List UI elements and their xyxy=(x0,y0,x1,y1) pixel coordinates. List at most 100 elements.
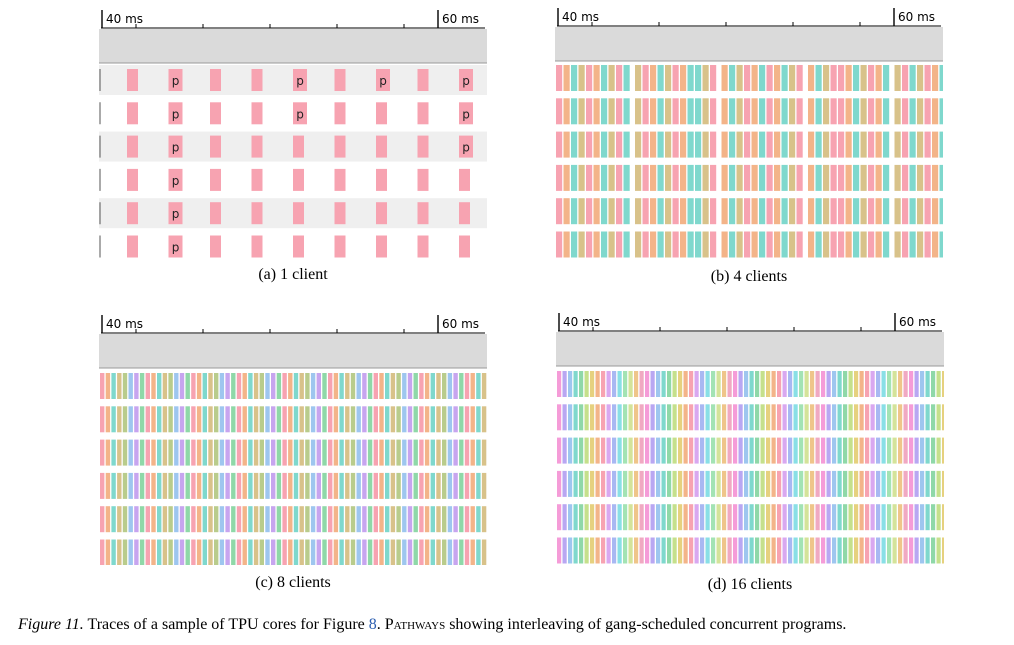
compute-step xyxy=(749,470,754,497)
compute-step xyxy=(920,537,925,564)
compute-step xyxy=(248,506,253,533)
compute-step xyxy=(766,198,773,225)
compute-step xyxy=(759,231,766,258)
compute-step xyxy=(936,437,941,464)
compute-step xyxy=(665,164,672,191)
compute-step xyxy=(253,373,259,399)
compute-step xyxy=(282,406,287,433)
compute-step xyxy=(111,506,116,533)
compute-step xyxy=(678,537,683,564)
compute-step xyxy=(157,406,162,433)
compute-step xyxy=(174,439,179,466)
figure-reference-link[interactable]: 8 xyxy=(368,616,377,633)
compute-step xyxy=(821,404,826,431)
compute-step xyxy=(796,198,803,225)
compute-step xyxy=(925,371,930,397)
compute-step xyxy=(305,439,310,466)
compute-step xyxy=(667,371,672,397)
compute-step xyxy=(242,373,247,399)
compute-step xyxy=(162,439,168,466)
compute-step xyxy=(788,537,793,564)
compute-step xyxy=(672,470,677,497)
core-rows xyxy=(556,65,943,258)
compute-step xyxy=(595,504,600,531)
compute-step xyxy=(766,98,773,125)
compute-step xyxy=(830,65,837,91)
compute-step xyxy=(932,231,939,258)
compute-step xyxy=(657,65,664,91)
compute-step xyxy=(396,472,401,499)
caption-b: (b) 4 clients xyxy=(710,268,788,285)
compute-step xyxy=(848,537,853,564)
compute-step xyxy=(350,539,356,565)
compute-step xyxy=(459,506,464,533)
compute-step xyxy=(683,371,688,397)
compute-step xyxy=(299,506,304,533)
compute-step xyxy=(727,537,732,564)
compute-step xyxy=(924,164,931,191)
compute-step xyxy=(584,404,589,431)
compute-step xyxy=(843,371,848,397)
compute-step xyxy=(782,504,787,531)
compute-step xyxy=(777,504,782,531)
compute-step xyxy=(939,65,943,91)
compute-step xyxy=(936,537,941,564)
compute-step xyxy=(936,371,941,397)
compute-step xyxy=(883,65,890,91)
compute-step xyxy=(657,231,664,258)
compute-step xyxy=(367,472,373,499)
compute-step xyxy=(914,470,919,497)
compute-step xyxy=(601,164,608,191)
compute-step xyxy=(736,98,743,125)
compute-step xyxy=(139,373,145,399)
compute-step xyxy=(661,470,666,497)
compute-step xyxy=(804,437,809,464)
compute-step xyxy=(601,65,608,91)
compute-step xyxy=(667,437,672,464)
compute-step xyxy=(810,371,815,397)
compute-step xyxy=(623,164,630,191)
compute-step xyxy=(293,539,299,565)
axis-start-label: 40 ms xyxy=(106,317,143,331)
compute-step xyxy=(219,539,225,565)
compute-step xyxy=(700,371,705,397)
compute-step xyxy=(917,65,924,91)
compute-step xyxy=(771,437,776,464)
compute-step xyxy=(881,371,886,397)
compute-step xyxy=(196,373,202,399)
compute-step xyxy=(860,131,867,158)
compute-step xyxy=(367,506,373,533)
compute-step xyxy=(179,506,185,533)
compute-step xyxy=(350,406,356,433)
compute-step xyxy=(236,439,242,466)
compute-step xyxy=(157,472,162,499)
compute-step xyxy=(562,470,567,497)
compute-step xyxy=(853,98,860,125)
compute-step xyxy=(612,504,617,531)
compute-step xyxy=(293,135,304,158)
compute-step xyxy=(942,404,944,431)
compute-step xyxy=(251,102,263,125)
compute-step xyxy=(316,506,321,533)
compute-step xyxy=(766,371,771,397)
compute-step xyxy=(672,65,679,91)
compute-step xyxy=(225,373,230,399)
compute-step xyxy=(333,406,339,433)
compute-step xyxy=(470,472,475,499)
compute-step xyxy=(700,404,705,431)
compute-step xyxy=(823,98,830,125)
compute-step xyxy=(557,437,562,464)
compute-step xyxy=(744,404,749,431)
compute-step xyxy=(793,504,798,531)
figure-caption-text-3: showing interleaving of gang-scheduled c… xyxy=(445,616,847,633)
compute-step xyxy=(373,539,378,565)
compute-step xyxy=(322,439,327,466)
panel-d: 40 ms 60 ms xyxy=(556,311,944,565)
compute-step xyxy=(826,404,831,431)
compute-step xyxy=(470,439,475,466)
compute-step xyxy=(157,506,162,533)
step-label: p xyxy=(172,174,180,188)
compute-step xyxy=(612,437,617,464)
compute-step xyxy=(139,506,145,533)
compute-step xyxy=(774,164,781,191)
